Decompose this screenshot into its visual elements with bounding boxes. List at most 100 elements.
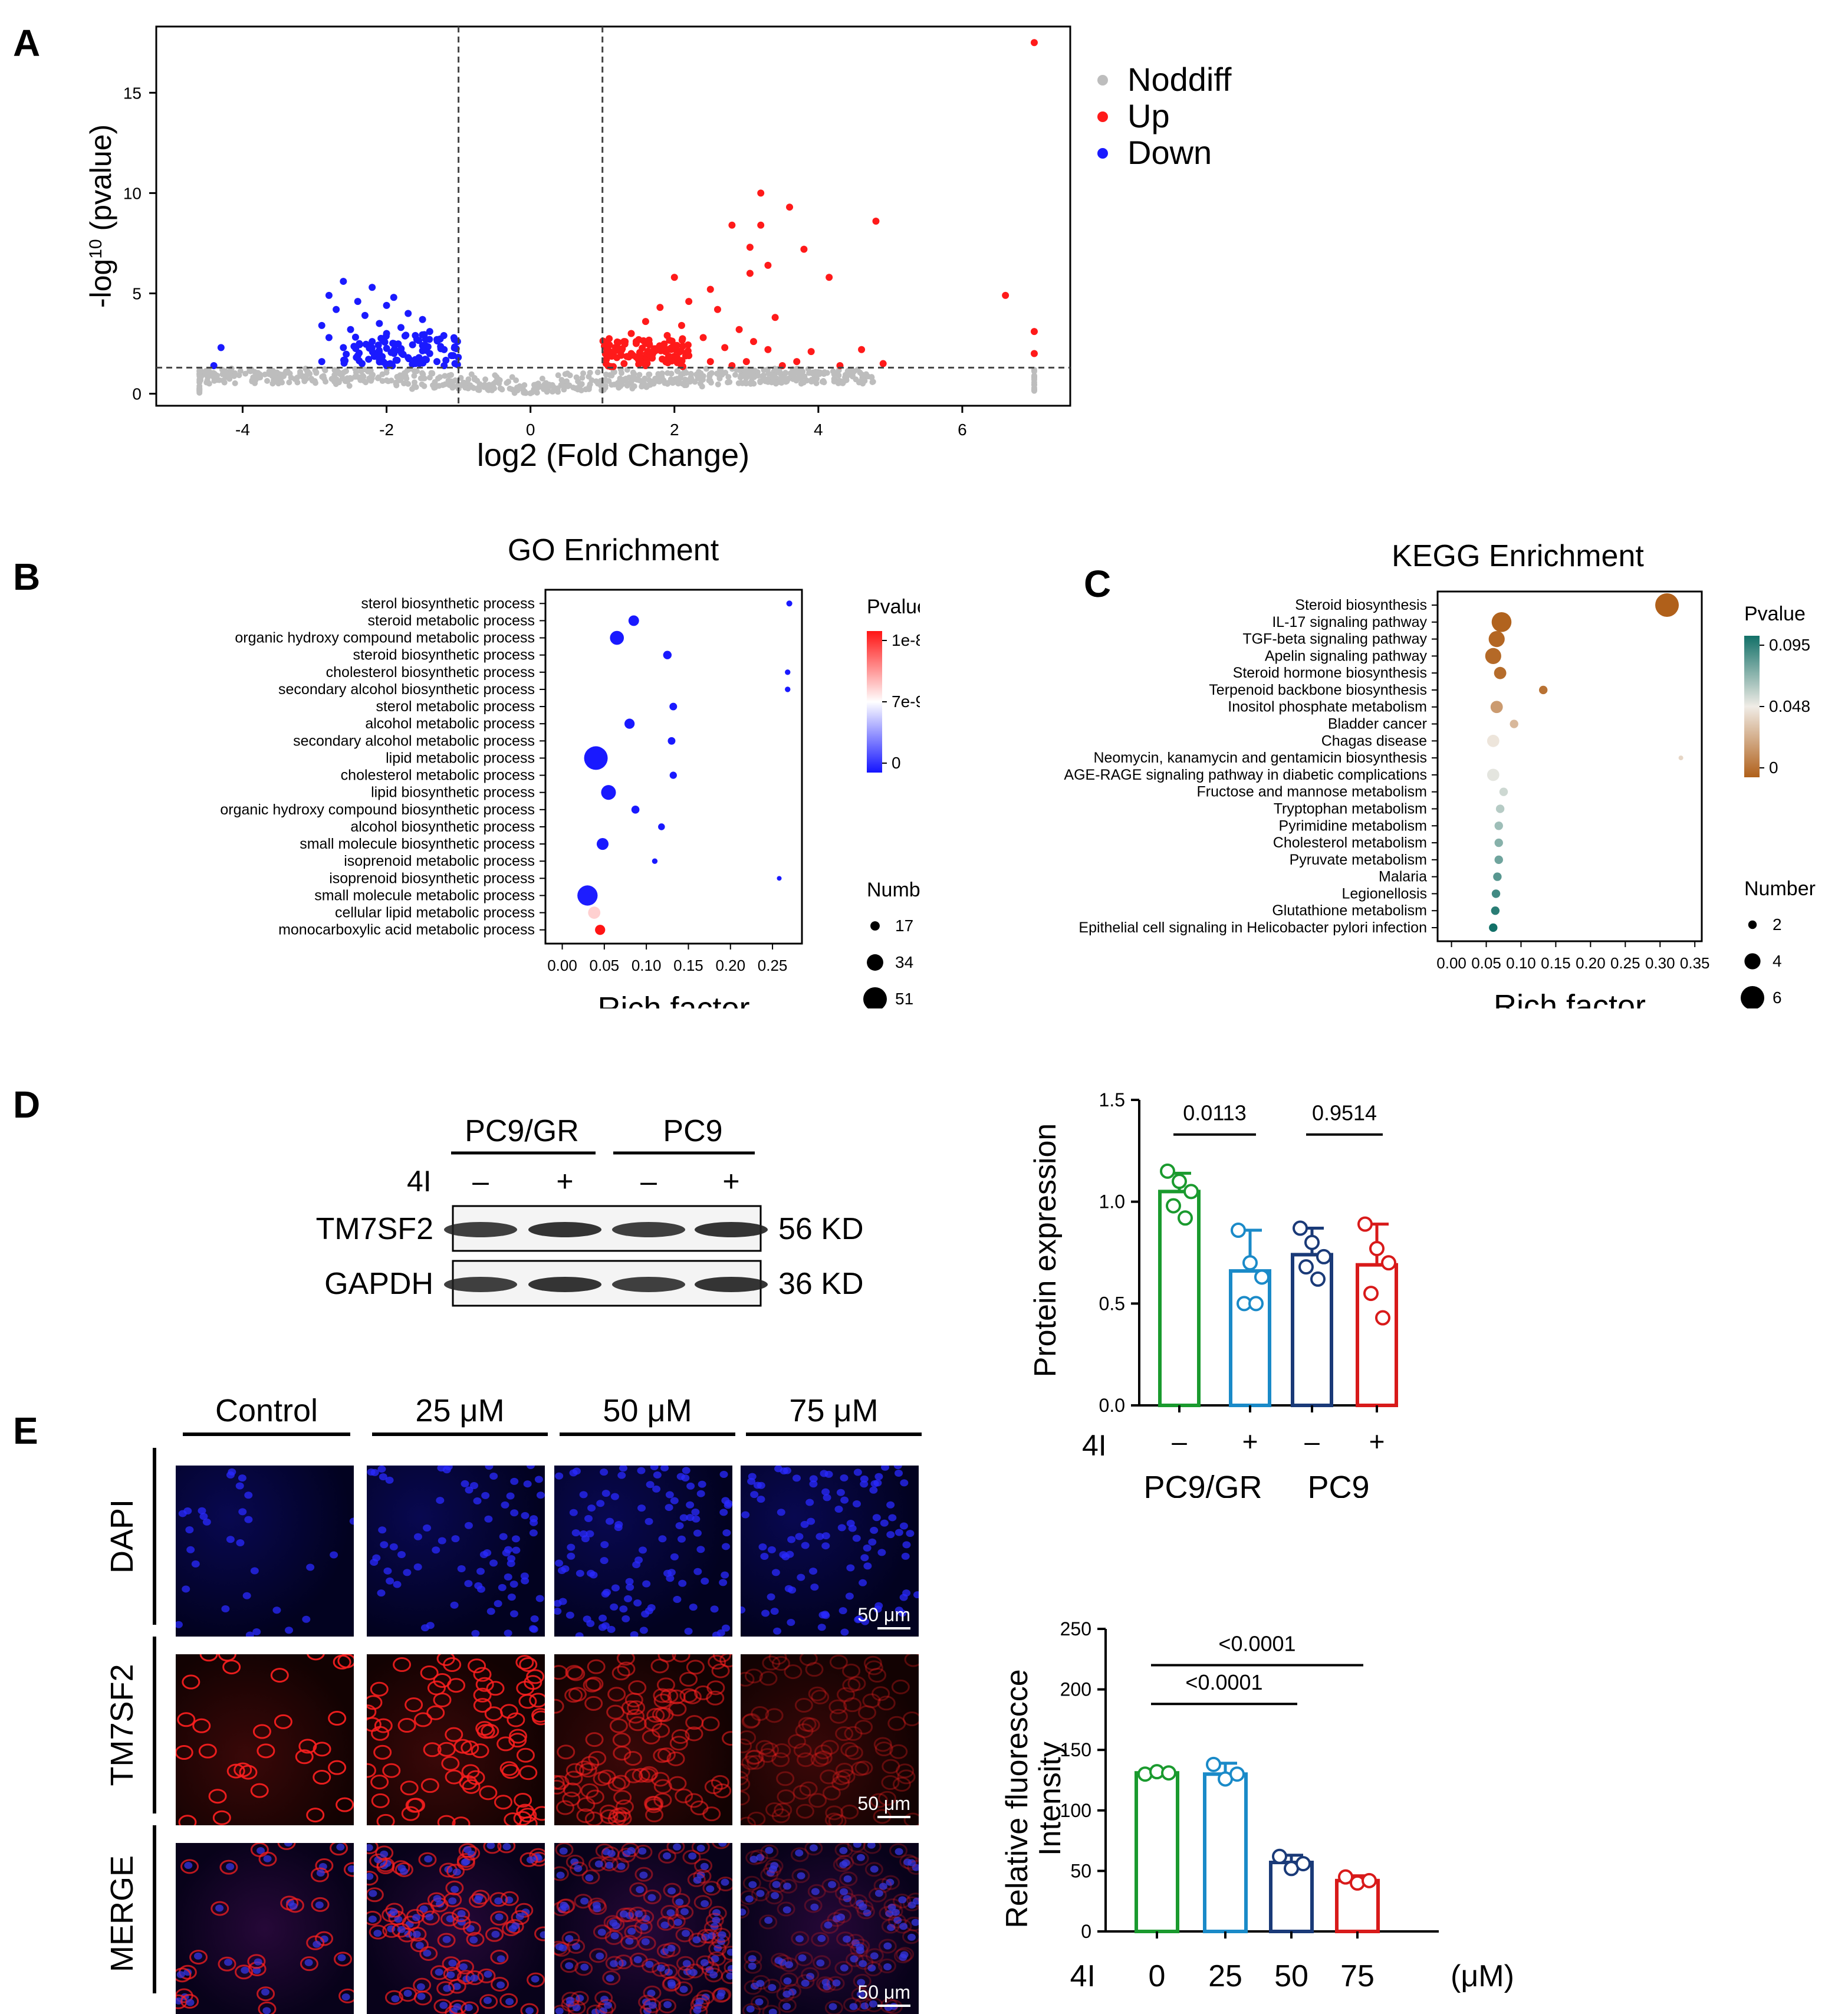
size-legend-dot (1748, 920, 1757, 929)
noddiff-points (196, 366, 1037, 396)
legend-label-down: Down (1127, 134, 1212, 171)
down-point (412, 360, 419, 367)
cell-membrane (581, 1756, 600, 1771)
up-point (642, 362, 649, 369)
nucleus (633, 1599, 642, 1607)
cell-membrane (603, 1915, 622, 1930)
cell-membrane (708, 1654, 726, 1670)
nucleus (816, 1533, 824, 1540)
nucleus (415, 1941, 424, 1949)
enrichment-dot (669, 771, 677, 779)
nucleus (636, 1886, 645, 1894)
nucleus (682, 1467, 690, 1474)
cell-membrane (741, 1671, 755, 1687)
cell-membrane (877, 1959, 896, 1974)
nucleus (795, 1533, 804, 1540)
cell-membrane (653, 1748, 672, 1763)
cell-membrane (473, 1667, 492, 1682)
cell-membrane (855, 1900, 874, 1915)
microscopy-tile: 50 μm (741, 1654, 919, 1825)
noddiff-point (813, 380, 820, 386)
cell-membrane (742, 1713, 761, 1728)
cell-membrane (842, 1678, 861, 1693)
nucleus (859, 1960, 867, 1967)
noddiff-point (269, 367, 276, 374)
enrichment-dot (628, 615, 639, 626)
cell-membrane (373, 1744, 392, 1760)
nucleus (873, 1479, 882, 1487)
cell-membrane (400, 1780, 419, 1796)
nucleus (423, 1524, 432, 1532)
up-point (721, 344, 729, 351)
cell-membrane (367, 1763, 376, 1778)
cell-membrane (762, 1979, 781, 1994)
cell-membrane (796, 1752, 815, 1767)
bar (1229, 1269, 1271, 1407)
nucleus (770, 1862, 779, 1870)
nucleus (696, 1871, 705, 1879)
nucleus (261, 1988, 269, 1996)
noddiff-point (740, 373, 747, 379)
cell-membrane (765, 1802, 784, 1817)
cell-membrane (833, 1908, 852, 1923)
cell-membrane (461, 1740, 479, 1756)
nucleus (761, 1609, 770, 1617)
noddiff-point (346, 383, 353, 389)
noddiff-point (562, 371, 568, 377)
cell-membrane (176, 1745, 193, 1760)
scale-bar-label: 50 μm (857, 1982, 910, 2003)
nucleus (315, 1901, 324, 1909)
blot-group-label: PC9/GR (465, 1114, 579, 1148)
down-point (365, 356, 373, 363)
nucleus (691, 1508, 700, 1516)
noddiff-point (232, 380, 238, 386)
nucleus (777, 1509, 785, 1516)
cell-membrane (384, 1990, 403, 2005)
y-tick-label: 250 (1060, 1618, 1091, 1640)
size-legend-title: Number (1744, 878, 1816, 900)
bar (1158, 1190, 1201, 1407)
noddiff-point (560, 383, 567, 390)
nucleus (193, 1952, 202, 1960)
nucleus (316, 1870, 325, 1877)
cell-membrane (459, 1775, 478, 1790)
cell-membrane (556, 1898, 575, 1914)
nucleus (584, 1514, 593, 1522)
cell-membrane (798, 1717, 817, 1732)
nucleus (656, 1964, 665, 1972)
up-point (746, 244, 754, 251)
color-legend-title: Pvalue (1744, 603, 1806, 625)
cell-membrane (634, 1844, 653, 1859)
nucleus (284, 1843, 292, 1847)
cell-membrane (663, 1882, 682, 1898)
nucleus (238, 1508, 247, 1516)
data-point (1293, 1220, 1308, 1236)
cell-membrane (844, 1745, 863, 1760)
nucleus (525, 2007, 534, 2014)
nucleus (705, 1966, 714, 1973)
down-point (361, 311, 369, 319)
microscopy-cells (367, 1654, 545, 1825)
cell-membrane (588, 1750, 607, 1766)
nucleus (412, 1914, 421, 1921)
nucleus (770, 1608, 779, 1615)
nucleus (625, 1578, 634, 1585)
cell-membrane (557, 1744, 576, 1760)
x-tick-label: 0.25 (758, 957, 788, 974)
up-point (685, 298, 693, 305)
nucleus (531, 1975, 540, 1983)
enrichment-dot (1495, 804, 1505, 813)
nucleus (579, 1491, 588, 1499)
data-point (1160, 1163, 1175, 1179)
nucleus (304, 1959, 313, 1966)
nucleus (474, 1582, 483, 1589)
cell-membrane (896, 1763, 915, 1779)
cell-membrane (507, 1712, 525, 1727)
term-label: monocarboxylic acid metabolic process (278, 922, 535, 938)
cell-membrane (505, 1919, 524, 1934)
nucleus (843, 1895, 851, 1903)
microscopy-tile (367, 1466, 545, 1637)
up-point (620, 338, 628, 346)
bar (1135, 1771, 1179, 1933)
